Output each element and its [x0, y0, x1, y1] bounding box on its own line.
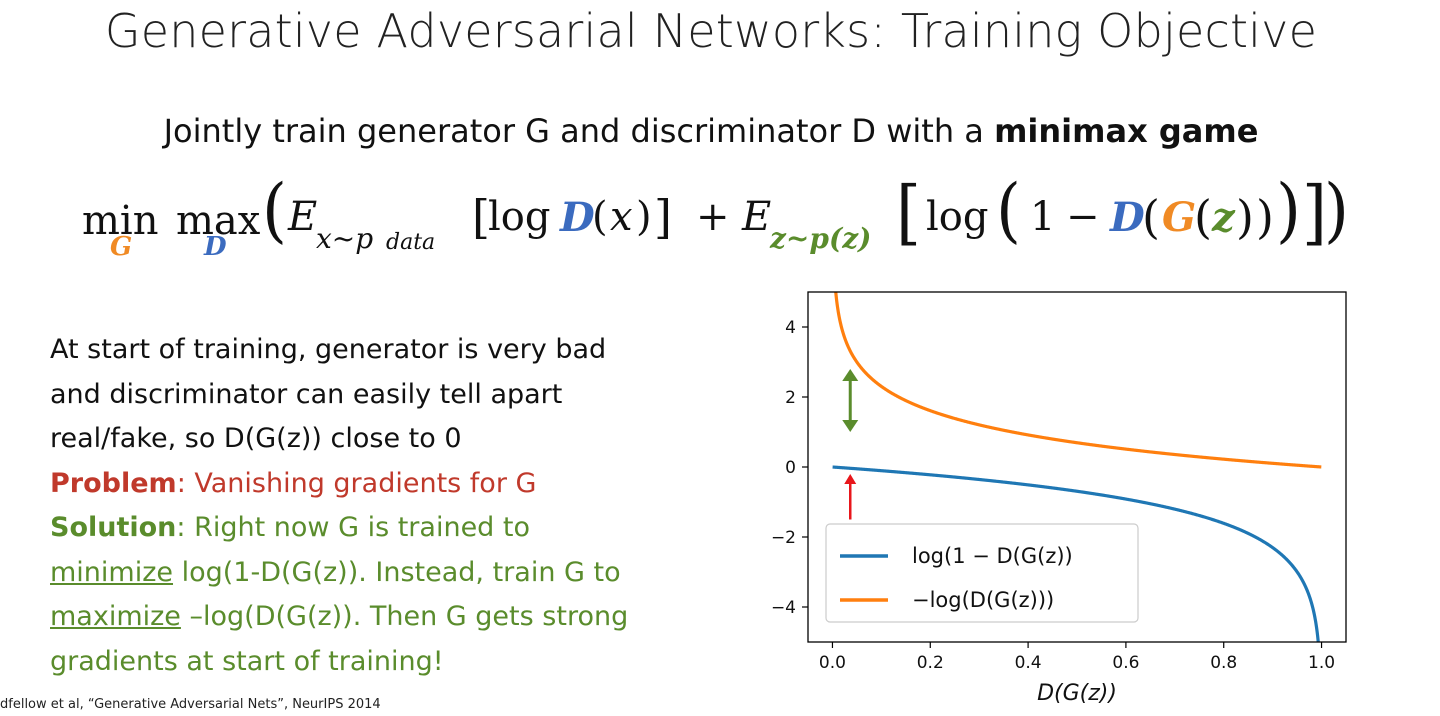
gap-arrow-head-bottom — [842, 420, 859, 432]
x-tick-label: 0.4 — [1015, 653, 1042, 673]
text-line-2: and discriminator can easily tell apart — [50, 378, 563, 410]
formula-paren-open-2: ( — [996, 170, 1021, 252]
solution-line: Solution: Right now G is trained to — [50, 506, 730, 551]
formula-log1: log — [488, 194, 551, 240]
formula-bracket-close-2: ] — [1302, 172, 1327, 254]
y-tick-label: 4 — [785, 318, 796, 338]
formula-G: G — [1162, 194, 1197, 241]
series-line-2 — [834, 292, 1322, 469]
maximize-line: maximize –log(D(G(z)). Then G gets stron… — [50, 595, 730, 640]
maximize-line-rest: –log(D(G(z)). Then G gets strong — [180, 601, 629, 632]
minimize-word: minimize — [50, 556, 174, 588]
minimize-line-rest: log(1-D(G(z)). Instead, train G to — [173, 556, 621, 588]
formula-paren-x-open: ( — [592, 194, 608, 240]
formula-min: min — [82, 198, 159, 244]
formula-paren-G-open: ( — [1194, 190, 1212, 244]
x-tick-label: 1.0 — [1308, 653, 1335, 673]
subtitle-text: Jointly train generator G and discrimina… — [163, 112, 995, 150]
slide-title: Generative Adversarial Networks: Trainin… — [104, 4, 1318, 58]
slide-subtitle: Jointly train generator G and discrimina… — [0, 112, 1422, 150]
legend-label-1: log(1 − D(G(z)) — [912, 544, 1073, 568]
gradients-line: gradients at start of training! — [50, 645, 444, 677]
formula-paren-close-2: ) — [1276, 170, 1301, 252]
subtitle-bold: minimax game — [994, 112, 1259, 150]
formula-one: 1 — [1030, 194, 1056, 240]
x-tick-label: 0.8 — [1210, 653, 1237, 673]
citation: dfellow et al, “Generative Adversarial N… — [0, 697, 381, 712]
loss-chart: 0.0 0.2 0.4 0.6 0.8 1.0 4 2 0 −2 −4 D(G(z)) log(1 − … — [771, 291, 1347, 706]
minimize-line: minimize log(1-D(G(z)). Instead, train G… — [50, 551, 730, 596]
formula-bracket-open-2: [ — [896, 172, 921, 254]
formula-paren-D2-open: ( — [1142, 190, 1160, 244]
y-tick-label: −2 — [771, 528, 796, 548]
formula-paren-close: ) — [1324, 170, 1349, 252]
formula-D2: D — [1110, 194, 1145, 241]
formula-E1: E — [288, 194, 318, 240]
explanation-text: At start of training, generator is very … — [50, 328, 730, 684]
x-tick-label: 0.0 — [819, 653, 846, 673]
start-arrow-head — [844, 474, 857, 484]
formula-log2: log — [926, 194, 989, 240]
formula-max-subscript: D — [204, 232, 227, 262]
formula-bracket-open-1: [ — [472, 190, 490, 244]
formula-paren-open: ( — [262, 170, 287, 252]
x-axis-label: D(G(z)) — [1037, 681, 1117, 706]
formula-paren-D2-close: ) — [1256, 190, 1274, 244]
formula-E1-subscript: x~p — [316, 222, 374, 255]
minimax-formula: min G max D ( E x~p data [ log D ( x ) ]… — [80, 170, 1380, 276]
maximize-word: maximize — [50, 601, 181, 632]
y-tick-label: 0 — [785, 458, 796, 478]
y-tick-label: 2 — [785, 388, 796, 408]
problem-line: Problem: Vanishing gradients for G — [50, 462, 730, 507]
formula-minus: − — [1066, 194, 1100, 240]
text-line-3: real/fake, so D(G(z)) close to 0 — [50, 423, 462, 454]
gap-arrow-head-top — [842, 369, 859, 381]
problem-label: Problem — [50, 467, 177, 499]
formula-paren-x-close: ) — [636, 194, 652, 240]
formula-max: max — [176, 198, 261, 244]
formula-plus: + — [696, 194, 730, 240]
solution-text: : Right now G is trained to — [176, 512, 531, 543]
solution-label: Solution — [50, 512, 177, 543]
formula-bracket-close-1: ] — [654, 190, 672, 244]
formula-E1-subsubscript: data — [386, 230, 436, 255]
x-tick-label: 0.2 — [917, 653, 944, 673]
legend-label-2: −log(D(G(z))) — [912, 588, 1054, 612]
formula-E2-subscript: z~p(z) — [770, 222, 872, 255]
formula-D1: D — [560, 194, 595, 241]
formula-paren-G-close: ) — [1236, 190, 1254, 244]
y-tick-label: −4 — [771, 598, 796, 618]
formula-z: z — [1212, 194, 1235, 241]
series-line-1 — [832, 465, 1320, 642]
formula-min-subscript: G — [110, 232, 133, 262]
text-line-1: At start of training, generator is very … — [50, 334, 607, 365]
legend-box — [825, 523, 1139, 623]
formula-x: x — [610, 194, 633, 240]
formula-E2: E — [742, 194, 772, 240]
x-tick-label: 0.6 — [1112, 653, 1139, 673]
problem-text: : Vanishing gradients for G — [176, 467, 537, 499]
